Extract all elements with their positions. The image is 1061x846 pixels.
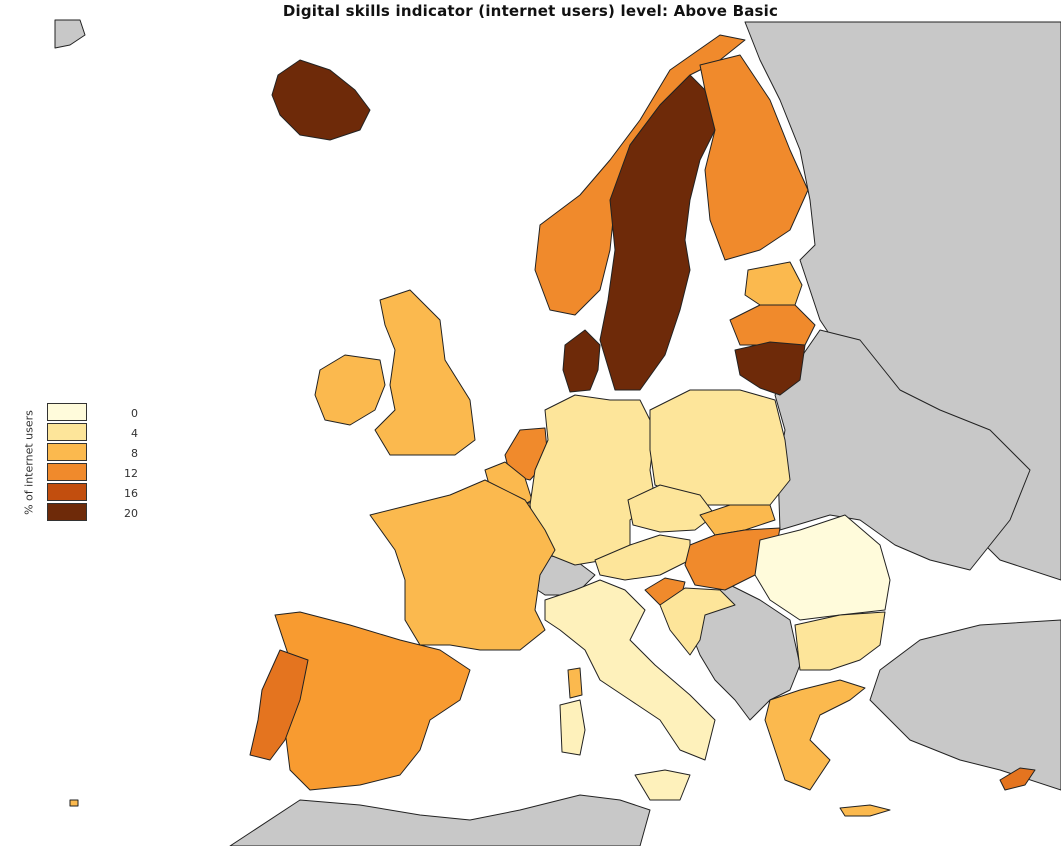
legend-tick-3: 12	[124, 467, 138, 480]
turkey	[869, 619, 1061, 791]
legend-tick-5: 20	[124, 507, 138, 520]
map-title: Digital skills indicator (internet users…	[282, 2, 779, 20]
region-iceland	[271, 59, 371, 141]
legend-tick-0: 0	[131, 407, 138, 420]
region-sweden	[599, 74, 716, 391]
non-eu-land	[54, 19, 1061, 846]
region-sardinia	[559, 699, 586, 756]
legend-tick-4: 16	[124, 487, 138, 500]
region-uk	[374, 289, 476, 456]
region-malta	[69, 799, 79, 807]
countries	[69, 34, 1036, 817]
legend: % of internet users 0 4 8 12 16 20	[14, 398, 154, 538]
region-bulgaria	[794, 611, 886, 671]
legend-swatch-0	[47, 403, 87, 421]
region-sicily	[634, 769, 691, 801]
legend-swatch-5	[47, 503, 87, 521]
legend-swatch-3	[47, 463, 87, 481]
region-crete	[839, 804, 891, 817]
greenland-fragment	[54, 19, 86, 49]
region-corsica	[567, 667, 583, 699]
legend-tick-1: 4	[131, 427, 138, 440]
region-france	[369, 479, 556, 651]
region-lithuania	[734, 341, 806, 396]
legend-swatch-4	[47, 483, 87, 501]
region-latvia	[729, 304, 816, 346]
region-portugal	[249, 649, 309, 761]
legend-swatch-1	[47, 423, 87, 441]
north-africa	[229, 794, 651, 846]
region-greece	[764, 679, 866, 791]
belarus-ukraine	[774, 329, 1031, 571]
region-ireland	[314, 354, 386, 426]
legend-swatch-2	[47, 443, 87, 461]
region-denmark	[562, 329, 601, 393]
region-finland	[699, 54, 809, 261]
region-estonia	[744, 261, 803, 306]
legend-title: % of internet users	[22, 410, 36, 515]
legend-tick-2: 8	[131, 447, 138, 460]
region-cyprus	[999, 767, 1036, 791]
region-romania	[754, 514, 891, 621]
region-croatia	[659, 587, 736, 656]
region-italy	[544, 579, 716, 761]
